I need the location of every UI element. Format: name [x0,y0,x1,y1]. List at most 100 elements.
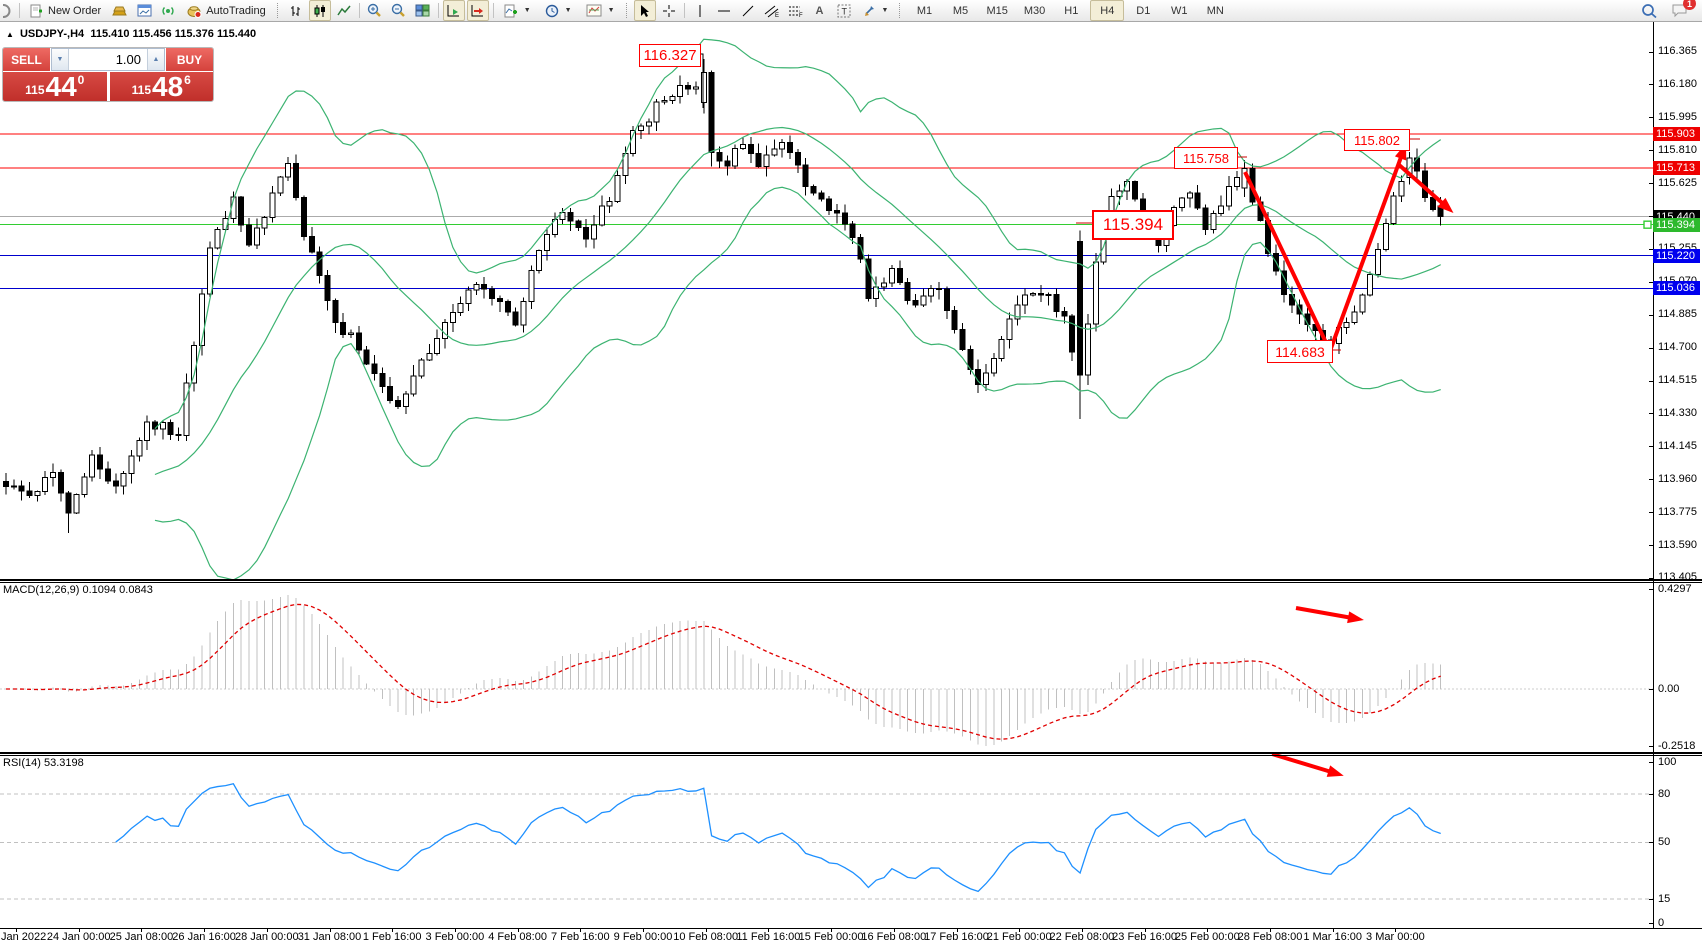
buy-price[interactable]: 115 48 6 [109,72,213,101]
price-line-box-115.394: 115.394 [1653,217,1700,232]
tab-timeframe-H4[interactable]: H4 [1090,0,1125,21]
chart-window-icon[interactable] [133,0,155,21]
trend-arrows[interactable] [1243,143,1454,777]
tab-timeframe-M30[interactable]: M30 [1023,4,1046,17]
toolbar-separator [683,3,685,18]
toolbar-separator [492,3,494,18]
toolbar-separator [437,3,439,18]
tab-timeframe-W1[interactable]: W1 [1171,4,1188,17]
clipped-icon[interactable] [1,0,15,21]
vertical-line-tool-icon[interactable] [689,0,711,21]
new-order-label: New Order [48,4,102,17]
line-chart-icon[interactable] [333,0,355,21]
cursor-tool-icon[interactable] [633,0,656,21]
price-line-box-115.713: 115.713 [1653,160,1700,175]
tab-timeframe-M1[interactable]: M1 [916,4,933,17]
tab-timeframe-D1[interactable]: D1 [1136,4,1151,17]
new-order-button[interactable]: New Order [24,0,107,21]
notifications-button[interactable]: 1 [1669,0,1696,21]
volume-increase-button[interactable]: ▲ [147,49,164,70]
template-icon [586,4,602,17]
tile-windows-icon[interactable] [412,0,434,21]
price-axis[interactable]: 116.365116.180115.995115.810115.625115.4… [1649,22,1702,929]
periods-button[interactable]: ▼ [539,0,578,21]
pane-divider[interactable] [0,579,1702,581]
svg-text:T: T [841,6,847,16]
tab-timeframe-M5[interactable]: M5 [952,4,969,17]
tab-timeframe-M15[interactable]: M15 [986,4,1008,17]
time-tick-mark [1270,929,1271,932]
zoom-out-icon[interactable] [388,0,410,21]
price-label-115.394[interactable]: 115.394 [1092,210,1174,240]
time-tick-label: 25 Feb 00:00 [1174,931,1240,943]
price-line-box-115.22: 115.220 [1653,248,1700,263]
buy-button[interactable]: BUY [166,48,213,71]
toolbar-drag-handle[interactable] [899,3,902,18]
toolbar-drag-handle[interactable] [625,3,629,18]
one-click-trading-panel: SELL ▼ 1.00 ▲ BUY 115 44 0 115 48 [2,47,214,102]
price-tick-mark [1649,51,1654,53]
time-tick-label: 25 Jan 08:00 [109,931,174,943]
time-tick-label: 26 Jan 16:00 [172,931,236,943]
price-tick-label: 113.775 [1658,505,1697,518]
macd-label: MACD(12,26,9) 0.1094 0.0843 [3,584,153,596]
candlestick-chart-icon[interactable] [308,0,331,21]
bar-chart-icon[interactable] [285,0,307,21]
tab-timeframe-MN[interactable]: MN [1206,4,1224,17]
price-label-116.327[interactable]: 116.327 [639,44,701,67]
rsi-tick-label: 50 [1658,836,1671,848]
volume-decrease-button[interactable]: ▼ [52,49,69,70]
hline-selection-handle[interactable] [1643,220,1652,229]
trendline-tool-icon[interactable] [737,0,759,21]
crosshair-tool-icon[interactable] [658,0,680,21]
time-tick-label: 15 Feb 00:00 [798,931,864,943]
time-tick-mark [956,929,958,932]
text-tool-icon[interactable]: A [815,4,824,17]
fibonacci-tool-icon[interactable]: F [785,0,807,21]
time-tick-mark [78,929,80,932]
dropdown-caret-icon: ▼ [564,7,572,14]
price-label-115.758[interactable]: 115.758 [1174,147,1238,169]
toolbar-drag-handle[interactable] [276,3,280,18]
equidistant-channel-tool-icon[interactable]: E [761,0,783,21]
sell-button[interactable]: SELL [3,48,50,71]
toolbar-separator [19,3,20,18]
price-label-114.683[interactable]: 114.683 [1267,340,1333,363]
quote-line: ▲ USDJPY-,H4 115.410 115.456 115.376 115… [6,28,256,40]
price-divider [107,72,109,101]
sell-price[interactable]: 115 44 0 [3,72,107,101]
rsi-layer [0,783,1653,900]
price-label-115.802[interactable]: 115.802 [1344,129,1410,151]
zoom-in-icon[interactable] [364,0,386,21]
search-icon[interactable] [1638,0,1660,21]
autotrading-button[interactable]: AutoTrading [181,0,272,21]
time-tick-mark [1019,929,1021,932]
toolbar-separator [358,3,360,18]
horizontal-line-tool-icon[interactable] [713,0,735,21]
auto-scroll-icon[interactable] [442,0,465,21]
arrows-tool-button[interactable]: ▼ [857,0,895,21]
quote-values: 115.410 115.456 115.376 115.440 [90,28,257,40]
gold-bars-icon[interactable] [109,0,131,21]
time-tick-mark [893,929,895,932]
price-tick-label: 114.515 [1658,374,1697,386]
tab-timeframe-H1[interactable]: H1 [1064,4,1079,17]
chart-canvas[interactable] [0,22,1653,928]
time-tick-label: 3 Mar 00:00 [1366,931,1425,943]
pane-divider[interactable] [0,752,1702,754]
text-label-tool-icon[interactable]: T [833,0,855,21]
chart-shift-icon[interactable] [466,0,489,21]
indicators-button[interactable]: ▼ [498,0,537,21]
templates-button[interactable]: ▼ [580,0,621,21]
signal-icon[interactable] [157,0,179,21]
price-tick-label: 115.625 [1658,176,1697,189]
dropdown-caret-icon: ▼ [881,7,889,14]
volume-value[interactable]: 1.00 [69,49,147,70]
time-tick-label: 24 Jan 00:00 [46,931,111,943]
price-tick-label: 113.960 [1658,472,1697,485]
pane-divider [0,755,1702,756]
time-tick-mark [705,929,707,932]
price-line-box-115.036: 115.036 [1653,281,1700,296]
